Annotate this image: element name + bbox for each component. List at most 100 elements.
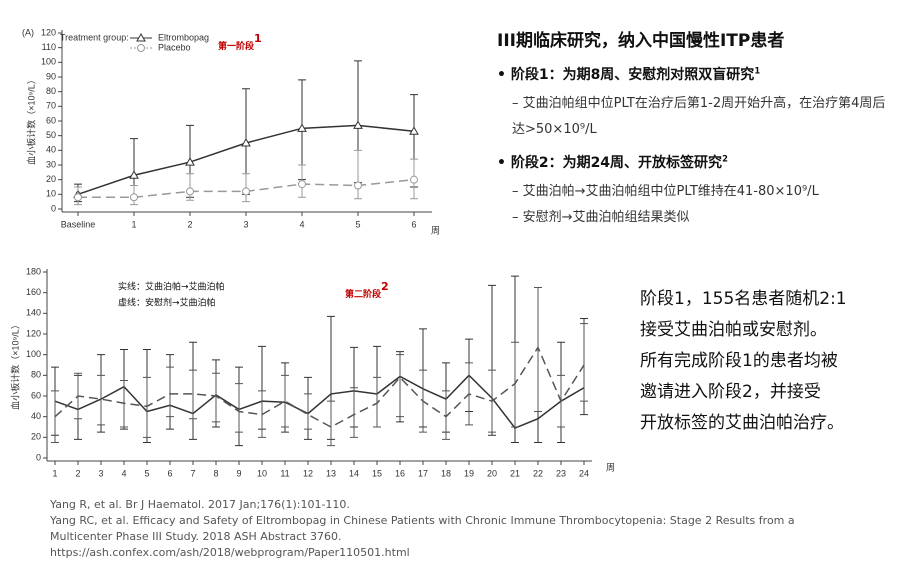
error-bar (396, 354, 404, 418)
slide-heading: III期临床研究，纳入中国慢性ITP患者 (497, 31, 785, 51)
dash: – (512, 96, 523, 111)
y-tick-label: 80 (31, 370, 41, 380)
footnote-mark: 1 (754, 65, 761, 76)
reference: Yang RC, et al. Efficacy and Safety of E… (50, 514, 795, 527)
error-bar (442, 390, 450, 440)
x-tick-label: 15 (372, 468, 382, 478)
dash: – (512, 210, 523, 225)
marker (136, 32, 146, 42)
marker (185, 157, 195, 166)
error-bar (580, 323, 588, 402)
summary-line: 所有完成阶段1的患者均被 (640, 351, 838, 371)
panel-label: (A) (22, 27, 34, 37)
marker (241, 137, 251, 147)
x-tick-label: 3 (98, 468, 103, 478)
y-tick-label: 80 (46, 86, 56, 96)
x-tick-label: 6 (411, 219, 416, 229)
marker (74, 193, 82, 202)
y-axis-label: 血小板计数（×10⁹/L） (9, 320, 20, 410)
footnote-mark: 2 (381, 280, 389, 293)
y-tick-label: 0 (36, 452, 41, 462)
x-tick-label: 18 (441, 468, 451, 478)
x-tick-label: 2 (187, 219, 192, 229)
x-axis-label: 周 (606, 462, 615, 472)
x-tick-label: 1 (52, 468, 57, 478)
y-tick-label: 120 (41, 27, 56, 37)
error-bar (304, 393, 312, 430)
y-tick-label: 40 (46, 145, 56, 155)
error-bar (212, 372, 220, 423)
marker (242, 187, 250, 196)
x-tick-label: 5 (144, 468, 149, 478)
y-tick-label: 120 (26, 328, 41, 338)
series-line (54, 345, 585, 428)
marker (353, 120, 363, 129)
x-tick-label: 23 (556, 468, 566, 478)
marker (354, 181, 362, 190)
y-tick-label: 160 (26, 287, 41, 297)
reference: https://ash.confex.com/ash/2018/webprogr… (50, 546, 410, 559)
marker (129, 170, 139, 179)
x-tick-label: 7 (190, 468, 195, 478)
series-line (54, 374, 585, 429)
bullet-dot: • (497, 67, 511, 83)
y-tick-label: 60 (46, 115, 56, 125)
error-bar (534, 287, 542, 412)
y-tick-label: 100 (26, 349, 41, 359)
stage-title-text: 第二阶段 (345, 288, 382, 300)
summary-line: 阶段1，155名患者随机2:1 (640, 289, 847, 309)
summary-line: 开放标签的艾曲泊帕治疗。 (640, 413, 844, 433)
y-tick-label: 60 (31, 390, 41, 400)
legend-label: Placebo (158, 42, 191, 52)
error-bar (281, 374, 289, 428)
y-tick-label: 50 (46, 130, 56, 140)
summary-line: 邀请进入阶段2，并接受 (640, 382, 821, 402)
legend-label: 虚线：安慰剂→艾曲泊帕 (118, 297, 216, 309)
x-tick-label: 4 (299, 219, 304, 229)
stage-title: 第二阶段2 (345, 280, 389, 300)
x-tick-label: 17 (418, 468, 428, 478)
reference: Yang R, et al. Br J Haematol. 2017 Jan;1… (50, 498, 350, 511)
sub-bullet: – 安慰剂→艾曲泊帕组结果类似 (512, 205, 897, 231)
sub-bullet-text: 艾曲泊帕→艾曲泊帕组中位PLT维持在41-80×10⁹/L (522, 184, 819, 199)
x-tick-label: 1 (131, 219, 136, 229)
marker (409, 126, 419, 135)
error-bar (166, 366, 174, 418)
marker (297, 123, 307, 132)
x-tick-label: 21 (510, 468, 520, 478)
y-tick-label: 140 (26, 308, 41, 318)
footnote-mark: 2 (722, 153, 728, 164)
x-tick-label: 19 (464, 468, 474, 478)
marker (130, 193, 138, 202)
summary-line: 接受艾曲泊帕或安慰剂。 (640, 320, 827, 340)
y-axis-label: 血小板计数（×10⁹/L） (25, 75, 36, 165)
x-tick-label: 10 (257, 468, 267, 478)
y-tick-label: 0 (51, 203, 56, 213)
bullet-text: 阶段2：为期24周、开放标签研究 (510, 155, 723, 171)
x-tick-label: 20 (487, 468, 497, 478)
y-tick-label: 20 (31, 432, 41, 442)
marker (137, 44, 145, 52)
marker (298, 180, 306, 189)
bullet-dot: • (497, 155, 511, 171)
legend-title: Treatment group: (60, 32, 129, 42)
stage-title: 第一阶段1 (218, 32, 262, 52)
footnote-mark: 1 (254, 32, 262, 45)
error-bar (51, 390, 59, 443)
sub-bullet: – 艾曲泊帕组中位PLT在治疗后第1-2周开始升高，在治疗第4周后达>50×10… (512, 91, 897, 143)
y-tick-label: 70 (46, 101, 56, 111)
x-tick-label: 24 (579, 468, 589, 478)
y-tick-label: 90 (46, 71, 56, 81)
legend-label: 实线：艾曲泊帕→艾曲泊帕 (118, 281, 225, 293)
x-tick-label: 9 (236, 468, 241, 478)
dash: – (512, 184, 523, 199)
x-axis-label: 周 (431, 225, 440, 235)
sub-bullet-text: 艾曲泊帕组中位PLT在治疗后第1-2周开始升高，在治疗第4周后达>50×10⁹/… (512, 96, 886, 137)
x-tick-label: 14 (349, 468, 359, 478)
marker (186, 187, 194, 196)
x-tick-label: 22 (533, 468, 543, 478)
bullet: • 阶段2：为期24周、开放标签研究2 (497, 152, 728, 172)
x-tick-label: 2 (75, 468, 80, 478)
bullet-text: 阶段1：为期8周、安慰剂对照双盲研究 (510, 67, 755, 83)
